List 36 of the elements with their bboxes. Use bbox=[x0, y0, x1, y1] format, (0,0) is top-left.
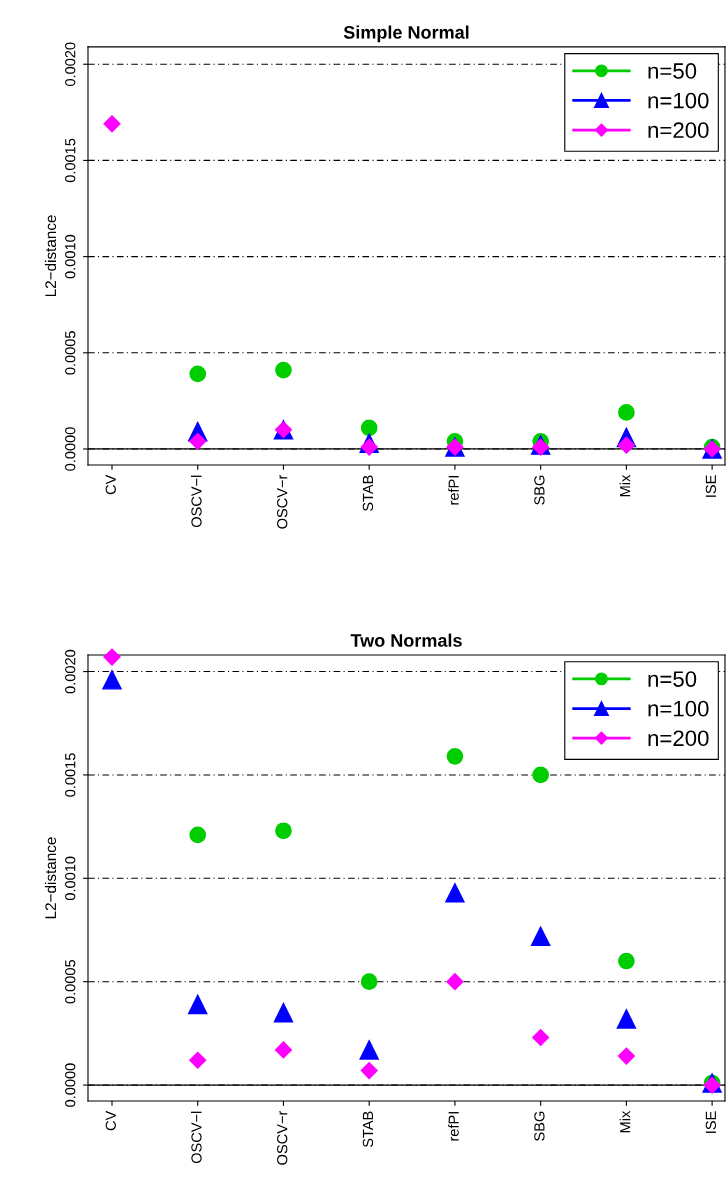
x-tick-label: refPI bbox=[448, 1112, 459, 1141]
chart-title: Two Normals bbox=[350, 633, 462, 647]
x-tick-label: OSCV−r bbox=[277, 474, 288, 529]
y-axis-title: L2−distance bbox=[44, 215, 57, 297]
x-tick-label: SBG bbox=[534, 475, 545, 505]
x-tick-label: ISE bbox=[705, 1111, 717, 1133]
x-tick-label: OSCV−r bbox=[277, 1110, 288, 1165]
x-tick-label: CV bbox=[105, 474, 116, 495]
x-tick-label: STAB bbox=[362, 475, 374, 512]
x-tick-label: CV bbox=[105, 1110, 116, 1131]
x-tick-label: ISE bbox=[705, 475, 717, 497]
legend-label: n=200 bbox=[648, 730, 709, 747]
x-tick-label: STAB bbox=[362, 1111, 374, 1148]
legend-label: n=100 bbox=[648, 700, 709, 717]
x-tick-label: OSCV−l bbox=[190, 475, 202, 528]
y-tick-label: 0.0020 bbox=[65, 42, 76, 86]
y-tick-label: 0.0005 bbox=[65, 331, 76, 375]
x-tick-label: Mix bbox=[619, 474, 631, 497]
y-tick-label: 0.0020 bbox=[65, 649, 76, 694]
y-tick-label: 0.0000 bbox=[65, 427, 76, 471]
legend-label: n=100 bbox=[648, 92, 709, 109]
x-tick-label: SBG bbox=[534, 1111, 545, 1141]
y-tick-label: 0.0005 bbox=[65, 960, 76, 1004]
y-tick-label: 0.0015 bbox=[65, 753, 76, 797]
x-tick-label: refPI bbox=[448, 476, 459, 505]
y-tick-label: 0.0000 bbox=[65, 1063, 76, 1107]
y-tick-label: 0.0010 bbox=[65, 856, 76, 901]
y-tick-label: 0.0015 bbox=[65, 138, 76, 183]
x-tick-label: Mix bbox=[619, 1110, 631, 1133]
y-tick-label: 0.0010 bbox=[65, 234, 76, 279]
legend-label: n=50 bbox=[648, 63, 697, 79]
chart-title: Simple Normal bbox=[343, 25, 469, 43]
x-tick-label: OSCV−l bbox=[190, 1111, 202, 1164]
legend-label: n=200 bbox=[648, 122, 709, 139]
y-axis-title: L2−distance bbox=[44, 837, 57, 919]
legend-label: n=50 bbox=[648, 671, 697, 687]
